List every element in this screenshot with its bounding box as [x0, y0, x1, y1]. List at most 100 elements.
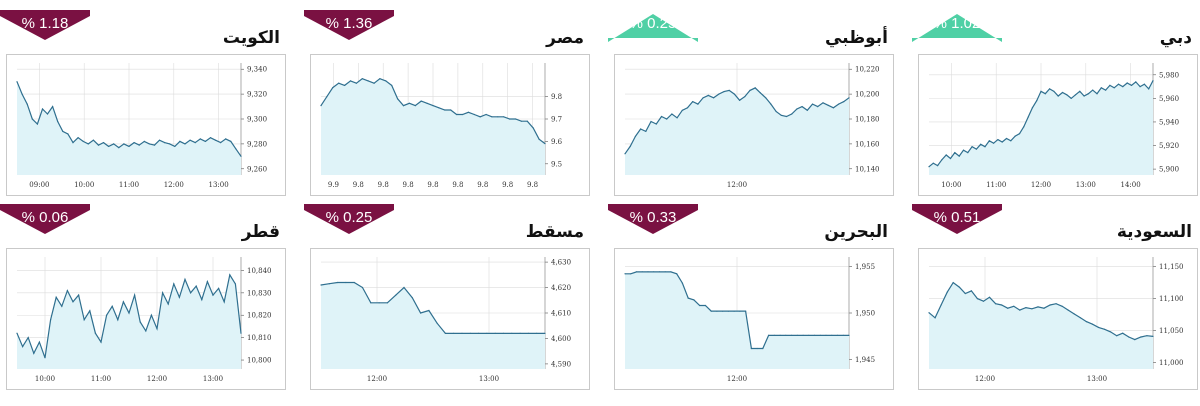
data-point — [538, 138, 540, 140]
market-panel-muscat: % 0.25 مسقط 12:00 13:00 4,630 4,620 4,610 4,6… — [304, 200, 590, 390]
data-point — [450, 109, 452, 111]
data-point — [92, 139, 94, 141]
data-point — [478, 332, 480, 334]
data-point — [370, 302, 372, 304]
change-badge: % 0.06 — [0, 204, 90, 244]
data-point — [1143, 83, 1145, 85]
series-line — [928, 281, 1154, 341]
data-point — [681, 282, 683, 284]
data-point — [1104, 328, 1106, 330]
data-point — [414, 105, 416, 107]
data-point — [179, 140, 181, 142]
data-point — [650, 120, 652, 123]
y-tick-label: 1,955 — [855, 263, 875, 271]
data-point — [664, 271, 666, 273]
data-point — [928, 166, 930, 168]
data-point — [349, 80, 352, 82]
data-point — [527, 332, 529, 334]
data-point — [949, 157, 952, 160]
data-point — [164, 142, 166, 144]
y-tick-label: 10,830 — [247, 289, 272, 297]
y-tick-label: 5,920 — [1159, 142, 1179, 150]
data-point — [148, 143, 150, 145]
data-point — [1049, 88, 1051, 90]
badge-shape — [608, 14, 698, 42]
y-tick-label: 5,940 — [1159, 118, 1179, 126]
data-point — [843, 101, 845, 103]
data-point — [1092, 89, 1094, 91]
change-badge-label: % 0.51 — [933, 209, 981, 226]
data-point — [544, 143, 546, 145]
data-point — [779, 334, 781, 336]
change-badge-label: % 0.06 — [21, 209, 69, 226]
change-badge: % 1.18 — [0, 10, 90, 50]
x-tick-label: 13:00 — [203, 375, 223, 383]
data-point — [373, 82, 375, 84]
series-area — [321, 282, 545, 369]
data-point — [27, 337, 29, 339]
x-tick-label: 9.8 — [502, 181, 513, 189]
data-point — [822, 102, 824, 104]
data-point — [502, 332, 505, 334]
data-point — [1040, 90, 1042, 92]
data-point — [982, 300, 985, 302]
y-tick-label: 9,300 — [247, 116, 267, 124]
data-point — [46, 113, 49, 115]
data-point — [1079, 90, 1081, 92]
data-point — [209, 137, 212, 139]
data-point — [526, 120, 528, 122]
data-point — [780, 114, 782, 116]
data-point — [1087, 93, 1089, 95]
x-tick-label: 9.8 — [452, 181, 463, 189]
data-point — [641, 271, 643, 273]
data-point — [21, 93, 23, 95]
data-point — [827, 104, 829, 106]
data-point — [975, 148, 977, 150]
series-area — [625, 87, 849, 175]
data-point — [432, 105, 434, 107]
market-chart: 12:00 10,220 10,200 10,180 10,160 10,140 — [614, 54, 894, 196]
y-tick-label: 1,945 — [855, 356, 875, 364]
data-point — [808, 334, 810, 336]
data-point — [385, 80, 387, 82]
data-point — [118, 147, 120, 149]
y-tick-label: 9,280 — [247, 140, 267, 148]
data-point — [195, 285, 197, 287]
change-badge: % 0.25 — [304, 204, 394, 244]
y-tick-label: 5,960 — [1159, 95, 1179, 103]
data-point — [773, 334, 775, 336]
data-point — [702, 97, 704, 99]
data-point — [825, 334, 827, 336]
data-point — [1148, 88, 1150, 90]
data-point — [997, 139, 999, 141]
data-point — [223, 301, 225, 303]
data-point — [1083, 95, 1085, 97]
data-point — [403, 286, 405, 289]
data-point — [420, 100, 422, 102]
market-chart: 09:00 10:00 11:00 12:00 13:00 9,340 9,320 9,300… — [6, 54, 286, 196]
data-point — [1049, 304, 1051, 306]
data-point — [411, 297, 413, 299]
market-title: قطر — [241, 222, 280, 242]
data-point — [436, 322, 438, 324]
data-point — [138, 144, 140, 146]
data-point — [467, 111, 469, 113]
x-tick-label: 9.8 — [403, 181, 414, 189]
badge-shape — [304, 204, 394, 234]
data-point — [397, 98, 399, 100]
data-point — [676, 117, 678, 119]
data-point — [94, 332, 96, 334]
data-point — [113, 143, 115, 145]
data-point — [72, 301, 74, 303]
y-tick-label: 9,260 — [247, 165, 267, 173]
data-point — [122, 301, 124, 303]
data-point — [77, 137, 79, 139]
data-point — [1031, 107, 1033, 109]
series-line — [624, 87, 850, 155]
data-point — [1073, 313, 1075, 315]
data-point — [509, 118, 511, 120]
market-chart: 12:00 1,955 1,950 1,945 — [614, 248, 894, 390]
data-point — [61, 305, 63, 307]
x-tick-label: 13:00 — [1076, 181, 1096, 189]
market-title: دبي — [1159, 28, 1192, 48]
